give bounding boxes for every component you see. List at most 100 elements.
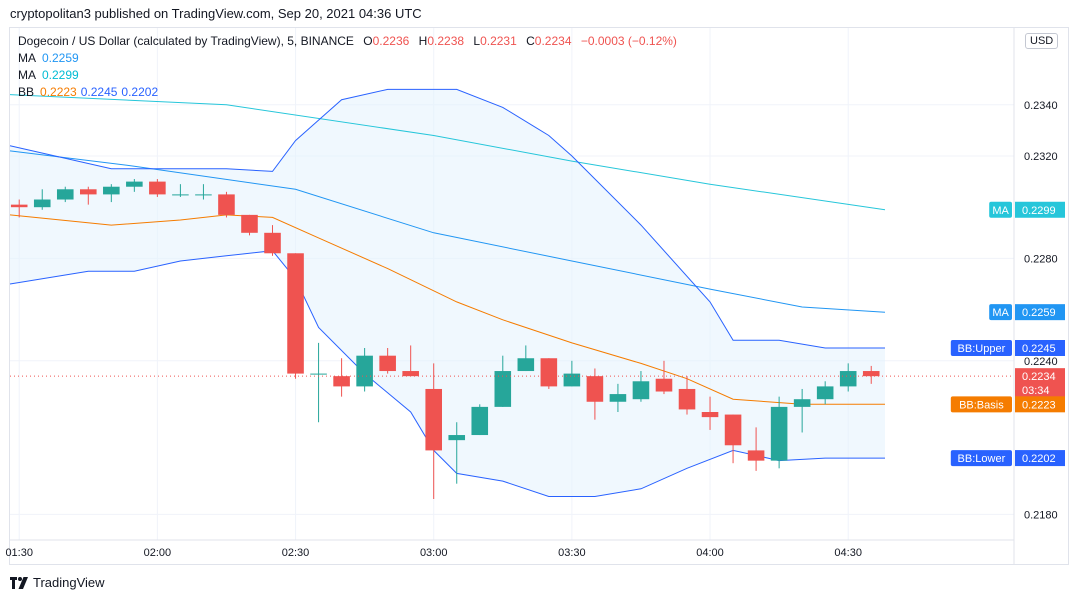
indicator-value: 0.2299	[42, 68, 79, 82]
candle	[770, 396, 788, 469]
price-label-name-bg	[950, 396, 1012, 413]
candle	[862, 365, 880, 384]
price-label: BB:Lower 0.2202	[950, 450, 1065, 467]
candle-body	[195, 194, 212, 196]
indicator-value: 0.2259	[42, 51, 79, 65]
brand-label: TradingView	[33, 575, 105, 590]
open-value: 0.2236	[372, 34, 410, 48]
price-axis: 0.2340 0.2320 0.2280 0.2240 0.2180	[1013, 28, 1058, 565]
candle	[218, 191, 235, 218]
price-label-value-bg	[1015, 396, 1065, 413]
price-label-name: MA	[992, 307, 1009, 319]
candle	[540, 358, 558, 389]
price-label-name: MA	[992, 205, 1009, 217]
change-value: −0.0003 (−0.12%)	[580, 34, 677, 48]
price-label: 0.2234 03:34	[1015, 368, 1065, 399]
time-axis: 01:30 02:00 02:30 03:00 03:30 04:00 04:30	[5, 539, 1014, 559]
candle	[425, 363, 442, 500]
candle-body	[103, 186, 120, 195]
price-label-name: BB:Basis	[959, 399, 1004, 411]
candle-body	[80, 189, 97, 195]
price-label-value: 0.2234	[1022, 371, 1056, 383]
price-labels: MA 0.2299 MA 0.2259 BB:Upper 0.2245 0.2234 03:3…	[950, 201, 1065, 467]
candle-body	[862, 371, 880, 377]
ma-slow-line	[9, 94, 886, 211]
low-value: 0.2231	[480, 34, 517, 48]
high-label: H	[418, 34, 428, 48]
price-tick-label: 0.2240	[1024, 356, 1058, 368]
time-tick-label: 03:30	[558, 547, 586, 559]
candle	[149, 179, 166, 197]
indicator-value: 0.2223	[40, 85, 77, 99]
candle	[655, 360, 673, 395]
candle-body	[701, 412, 719, 418]
indicator-label: MA	[18, 68, 36, 82]
price-label-value: 0.2245	[1022, 343, 1056, 355]
candle	[563, 360, 581, 387]
indicator-value: 0.2202	[121, 85, 159, 99]
time-tick-label: 03:00	[420, 547, 448, 559]
candle	[701, 396, 719, 430]
time-tick-label: 01:30	[5, 547, 33, 559]
indicator-label: BB	[18, 85, 35, 99]
candle	[333, 358, 350, 397]
candle	[264, 225, 281, 256]
price-label-value-bg	[1015, 304, 1065, 321]
chart-legend: Dogecoin / US Dollar (calculated by Trad…	[18, 33, 677, 101]
candle	[747, 427, 765, 471]
open-label: O	[363, 34, 373, 48]
bb-basis-line	[9, 214, 885, 405]
tradingview-brand[interactable]: TradingView	[10, 575, 105, 590]
price-label-value: 0.2223	[1022, 399, 1056, 411]
candle-body	[540, 358, 558, 387]
close-value: 0.2234	[534, 34, 572, 48]
indicator-row: MA 0.2259	[18, 50, 677, 67]
candles	[10, 179, 880, 500]
time-tick-label: 04:30	[834, 547, 862, 559]
indicator-row: BB 0.2223 0.2245 0.2202	[18, 84, 677, 101]
candle-body	[494, 371, 512, 407]
candle	[33, 189, 51, 210]
candle-body	[310, 373, 327, 375]
time-tick-label: 02:30	[282, 547, 310, 559]
candle-body	[287, 253, 304, 374]
candle-body	[241, 214, 258, 233]
candle-body	[356, 355, 373, 387]
price-label-name: BB:Lower	[958, 453, 1006, 465]
candle-body	[10, 204, 28, 208]
price-label-value: 0.2202	[1022, 453, 1056, 465]
currency-button[interactable]: USD	[1025, 33, 1059, 49]
candle-body	[724, 414, 742, 446]
price-label: BB:Upper 0.2245	[950, 340, 1065, 356]
candle-body	[609, 394, 627, 402]
candle	[241, 214, 258, 236]
close-label: C	[526, 34, 535, 48]
candle-body	[218, 194, 235, 215]
candle-body	[586, 376, 604, 402]
candle	[402, 345, 419, 377]
candle	[609, 383, 627, 412]
candle	[448, 422, 466, 484]
candle	[816, 381, 834, 405]
price-label-name-bg	[950, 340, 1012, 356]
bollinger-band-fill	[10, 89, 885, 497]
price-tick-label: 0.2340	[1024, 100, 1058, 112]
indicator-value: 0.2245	[80, 85, 118, 99]
price-label-value-bg	[1015, 201, 1065, 218]
time-tick-label: 04:00	[696, 547, 724, 559]
candle-body	[425, 388, 442, 451]
candle	[839, 363, 857, 392]
price-label: MA 0.2299	[989, 201, 1065, 218]
low-label: L	[473, 34, 481, 48]
candle-body	[632, 381, 650, 400]
price-label-name-bg	[989, 201, 1012, 218]
bollinger-band-area	[10, 89, 885, 497]
high-value: 0.2238	[427, 34, 465, 48]
candle-body	[655, 378, 673, 392]
candle	[632, 371, 650, 402]
bb-upper-line	[9, 88, 885, 349]
price-label-name: BB:Upper	[958, 343, 1006, 355]
tradingview-logo-icon	[10, 576, 28, 589]
candle-body	[471, 406, 489, 436]
